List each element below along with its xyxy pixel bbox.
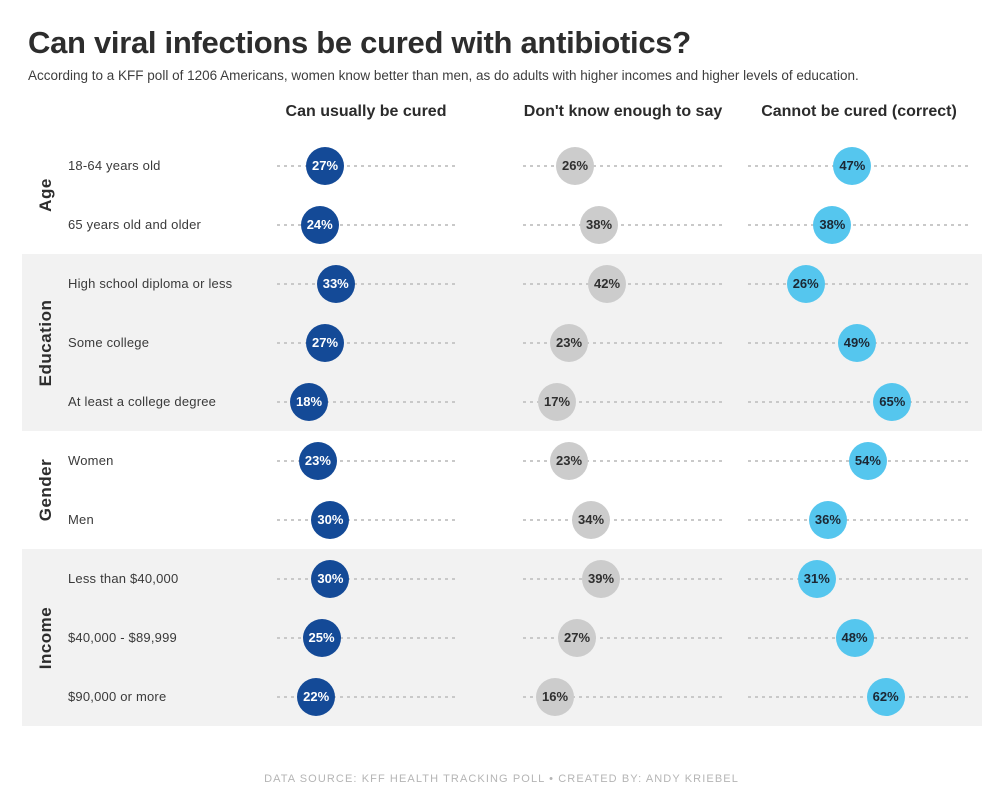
dot-track-cannot-be-cured: 49% (748, 313, 970, 372)
table-row: 65 years old and older 24% 38% 38% (0, 195, 1003, 254)
column-header-can-usually-be-cured: Can usually be cured (285, 103, 447, 120)
table-row: Some college 27% 23% 49% (0, 313, 1003, 372)
dot-track-cannot-be-cured: 38% (748, 195, 970, 254)
dot-track-can-usually-be-cured: 30% (277, 549, 455, 608)
section-income: Income Less than $40,000 30% 39% 31% $40… (0, 549, 1003, 726)
data-dot-can-usually-be-cured[interactable]: 25% (302, 618, 341, 657)
dot-track-cannot-be-cured: 36% (748, 490, 970, 549)
data-dot-cannot-be-cured[interactable]: 36% (808, 500, 847, 539)
dot-track-dont-know: 42% (523, 254, 723, 313)
data-dot-dont-know[interactable]: 34% (572, 500, 610, 539)
page-subtitle: According to a KFF poll of 1206 American… (28, 68, 859, 83)
dot-track-can-usually-be-cured: 27% (277, 313, 455, 372)
data-dot-dont-know[interactable]: 27% (558, 618, 596, 657)
dot-track-cannot-be-cured: 31% (748, 549, 970, 608)
data-dot-cannot-be-cured[interactable]: 65% (873, 382, 912, 421)
dot-track-dont-know: 27% (523, 608, 723, 667)
dot-track-can-usually-be-cured: 22% (277, 667, 455, 726)
dot-track-dont-know: 16% (523, 667, 723, 726)
data-dot-can-usually-be-cured[interactable]: 30% (311, 559, 350, 598)
row-label: 18-64 years old (68, 158, 161, 173)
data-dot-cannot-be-cured[interactable]: 38% (813, 205, 852, 244)
page-title: Can viral infections be cured with antib… (28, 25, 691, 60)
row-label: At least a college degree (68, 394, 217, 409)
table-row: $40,000 - $89,999 25% 27% 48% (0, 608, 1003, 667)
data-dot-can-usually-be-cured[interactable]: 24% (300, 205, 339, 244)
data-dot-cannot-be-cured[interactable]: 49% (837, 323, 876, 362)
dot-track-dont-know: 38% (523, 195, 723, 254)
row-label: Women (68, 453, 114, 468)
data-dot-dont-know[interactable]: 17% (538, 382, 576, 421)
row-label: $90,000 or more (68, 689, 167, 704)
data-dot-can-usually-be-cured[interactable]: 33% (316, 264, 355, 303)
section-education: Education High school diploma or less 33… (0, 254, 1003, 431)
data-dot-cannot-be-cured[interactable]: 26% (786, 264, 825, 303)
dot-track-dont-know: 23% (523, 313, 723, 372)
data-dot-dont-know[interactable]: 39% (582, 559, 620, 598)
dot-track-dont-know: 39% (523, 549, 723, 608)
row-label: $40,000 - $89,999 (68, 630, 177, 645)
data-dot-dont-know[interactable]: 23% (550, 323, 588, 362)
dot-track-dont-know: 34% (523, 490, 723, 549)
row-label: High school diploma or less (68, 276, 233, 291)
data-dot-cannot-be-cured[interactable]: 48% (835, 618, 874, 657)
table-row: Women 23% 23% 54% (0, 431, 1003, 490)
dot-track-can-usually-be-cured: 33% (277, 254, 455, 313)
dot-track-can-usually-be-cured: 27% (277, 136, 455, 195)
data-dot-can-usually-be-cured[interactable]: 22% (297, 677, 336, 716)
data-dot-can-usually-be-cured[interactable]: 27% (306, 323, 345, 362)
data-dot-dont-know[interactable]: 26% (556, 146, 594, 185)
data-dot-cannot-be-cured[interactable]: 31% (797, 559, 836, 598)
table-row: At least a college degree 18% 17% 65% (0, 372, 1003, 431)
dot-track-can-usually-be-cured: 23% (277, 431, 455, 490)
dot-track-cannot-be-cured: 26% (748, 254, 970, 313)
table-row: Less than $40,000 30% 39% 31% (0, 549, 1003, 608)
row-label: Less than $40,000 (68, 571, 179, 586)
data-dot-cannot-be-cured[interactable]: 54% (848, 441, 887, 480)
data-dot-can-usually-be-cured[interactable]: 18% (290, 382, 329, 421)
column-header-dont-know: Don't know enough to say (523, 103, 723, 120)
dot-track-cannot-be-cured: 47% (748, 136, 970, 195)
dot-track-can-usually-be-cured: 30% (277, 490, 455, 549)
dot-plot-chart: Age 18-64 years old 27% 26% 47% 65 years… (0, 136, 1003, 726)
data-dot-can-usually-be-cured[interactable]: 30% (311, 500, 350, 539)
dot-track-can-usually-be-cured: 18% (277, 372, 455, 431)
table-row: High school diploma or less 33% 42% 26% (0, 254, 1003, 313)
dot-track-can-usually-be-cured: 24% (277, 195, 455, 254)
data-dot-dont-know[interactable]: 23% (550, 441, 588, 480)
footer-credit: DATA SOURCE: KFF HEALTH TRACKING POLL • … (264, 773, 739, 785)
column-header-cannot-be-cured: Cannot be cured (correct) (761, 103, 957, 120)
dot-track-cannot-be-cured: 65% (748, 372, 970, 431)
data-dot-dont-know[interactable]: 16% (536, 677, 574, 716)
data-dot-cannot-be-cured[interactable]: 47% (833, 146, 872, 185)
dot-track-cannot-be-cured: 48% (748, 608, 970, 667)
dot-track-dont-know: 26% (523, 136, 723, 195)
data-dot-dont-know[interactable]: 42% (588, 264, 626, 303)
dot-track-cannot-be-cured: 54% (748, 431, 970, 490)
table-row: 18-64 years old 27% 26% 47% (0, 136, 1003, 195)
dot-track-dont-know: 23% (523, 431, 723, 490)
column-headers: Can usually be cured Don't know enough t… (0, 100, 1003, 124)
data-dot-can-usually-be-cured[interactable]: 23% (298, 441, 337, 480)
table-row: $90,000 or more 22% 16% 62% (0, 667, 1003, 726)
data-dot-can-usually-be-cured[interactable]: 27% (306, 146, 345, 185)
row-label: Some college (68, 335, 150, 350)
dot-track-dont-know: 17% (523, 372, 723, 431)
row-label: 65 years old and older (68, 217, 202, 232)
data-dot-dont-know[interactable]: 38% (580, 205, 618, 244)
dot-track-can-usually-be-cured: 25% (277, 608, 455, 667)
section-gender: Gender Women 23% 23% 54% Men 30% (0, 431, 1003, 549)
dot-track-cannot-be-cured: 62% (748, 667, 970, 726)
row-label: Men (68, 512, 94, 527)
section-age: Age 18-64 years old 27% 26% 47% 65 years… (0, 136, 1003, 254)
data-dot-cannot-be-cured[interactable]: 62% (866, 677, 905, 716)
table-row: Men 30% 34% 36% (0, 490, 1003, 549)
